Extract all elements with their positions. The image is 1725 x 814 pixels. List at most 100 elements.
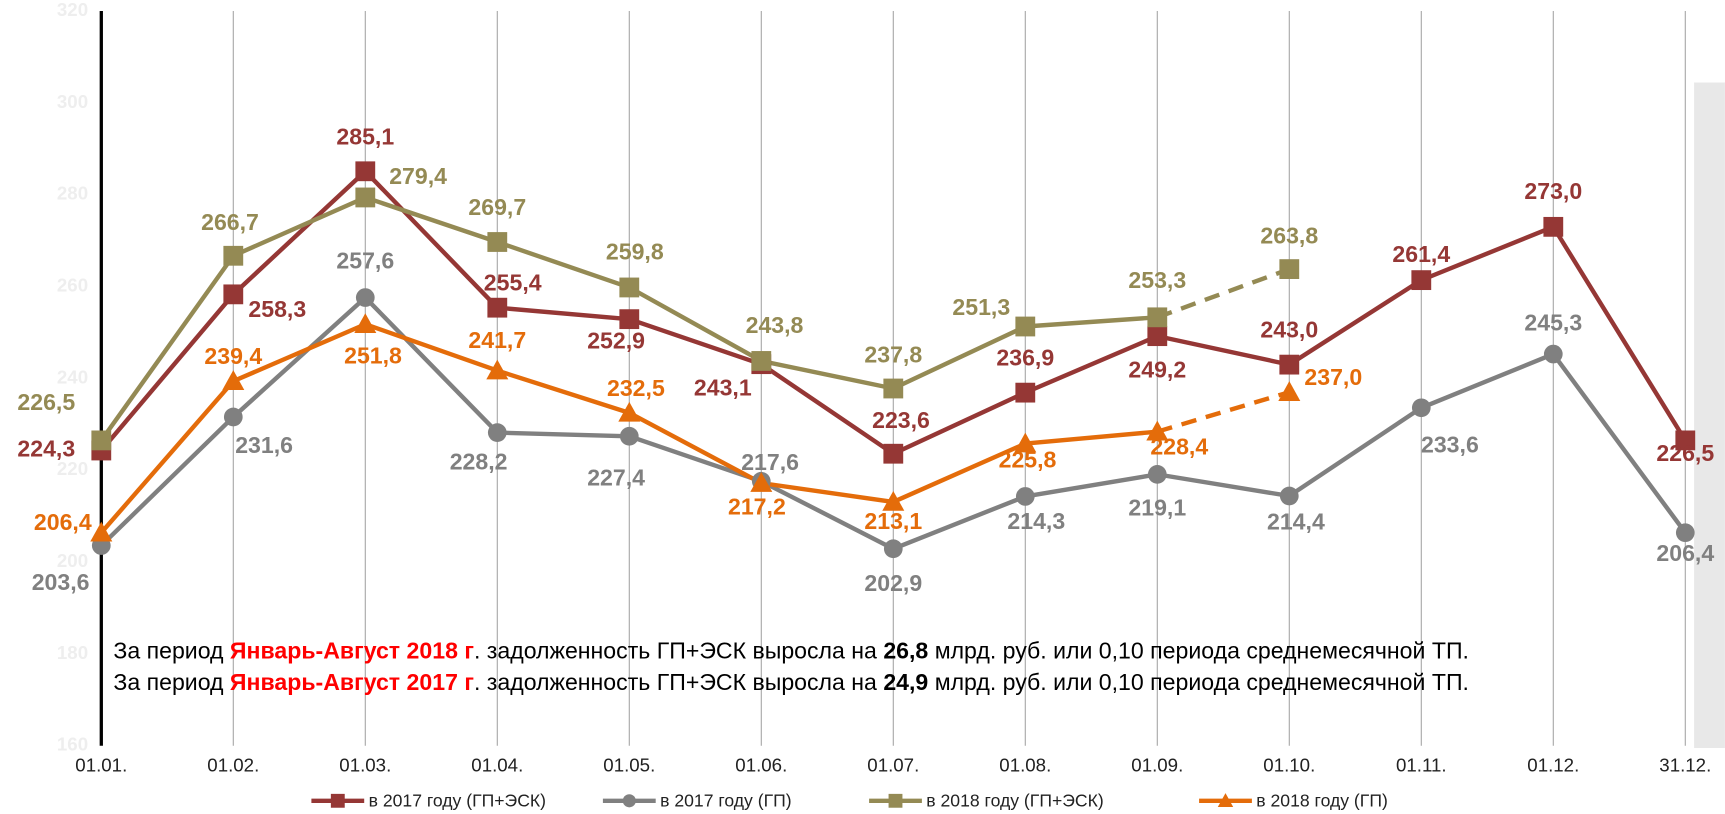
annotation-part: млрд. руб. или 0,10 периода среднемесячн… — [928, 669, 1469, 695]
marker — [487, 423, 507, 442]
value-label: 225,8 — [999, 446, 1057, 472]
value-label: 217,6 — [741, 449, 799, 475]
value-label: 251,3 — [952, 294, 1010, 320]
value-label: 241,7 — [468, 327, 526, 353]
y-tick-label: 160 — [57, 734, 88, 755]
marker — [1147, 307, 1168, 328]
x-tick-label: 01.07. — [867, 755, 919, 776]
marker — [1279, 259, 1300, 279]
marker — [1278, 381, 1301, 401]
marker — [1675, 430, 1696, 451]
x-tick-label: 31.12. — [1659, 755, 1711, 776]
value-label: 279,4 — [389, 163, 447, 189]
marker — [1675, 523, 1695, 543]
marker — [618, 401, 641, 422]
value-label: 269,7 — [468, 194, 526, 220]
grid: 160 180 200 220 240 260 280 300 320 01.01. 01.02. 0… — [57, 0, 1711, 776]
value-label: 236,9 — [996, 345, 1054, 371]
value-label: 227,4 — [587, 464, 645, 490]
y-tick-label: 220 — [57, 458, 88, 479]
value-label: 273,0 — [1524, 178, 1582, 204]
x-tick-label: 01.12. — [1527, 755, 1579, 776]
marker — [355, 187, 376, 208]
x-tick-label: 01.04. — [471, 755, 523, 776]
x-tick-label: 01.05. — [603, 755, 655, 776]
value-label: 255,4 — [484, 270, 542, 296]
value-label: 253,3 — [1128, 267, 1186, 293]
annotation-part: Январь-Август 2017 г — [230, 669, 474, 695]
marker — [1147, 465, 1167, 484]
marker — [1279, 354, 1300, 375]
marker — [487, 297, 508, 318]
marker — [751, 351, 772, 371]
legend-label: в 2017 году (ГП) — [660, 791, 792, 811]
legend-label: в 2018 году (ГП+ЭСК) — [926, 791, 1103, 811]
y-tick-label: 200 — [57, 550, 88, 571]
x-tick-label: 01.09. — [1131, 755, 1183, 776]
marker — [883, 443, 904, 464]
marker — [90, 521, 113, 542]
value-label: 245,3 — [1524, 309, 1582, 335]
marker — [883, 539, 903, 559]
marker — [223, 284, 244, 305]
x-tick-label: 01.11. — [1396, 755, 1447, 776]
marker — [355, 288, 375, 307]
marker — [619, 277, 640, 298]
marker — [883, 378, 904, 399]
marker — [91, 430, 112, 451]
marker — [354, 313, 377, 334]
y-tick-label: 280 — [57, 183, 88, 204]
value-label: 206,4 — [1656, 540, 1714, 566]
marker — [888, 793, 903, 808]
y-tick-label: 260 — [57, 274, 88, 295]
marker — [1217, 793, 1234, 807]
marker — [223, 245, 244, 266]
marker — [487, 232, 508, 252]
marker — [619, 309, 640, 330]
value-label: 243,1 — [694, 375, 752, 401]
marker — [222, 370, 245, 390]
value-label: 237,0 — [1304, 364, 1362, 390]
value-label: 213,1 — [864, 508, 922, 534]
y-tick-label: 320 — [57, 0, 88, 20]
annotation-part: 24,9 — [883, 669, 928, 695]
x-tick-label: 01.01. — [75, 755, 127, 776]
marker — [1015, 316, 1036, 337]
legend-label: в 2018 году (ГП) — [1256, 791, 1388, 811]
value-label: 214,3 — [1007, 508, 1065, 534]
value-label: 203,6 — [32, 569, 90, 595]
marker — [223, 407, 243, 427]
marker — [622, 794, 636, 808]
value-label: 217,2 — [728, 494, 786, 520]
marker — [1411, 398, 1431, 418]
value-label: 266,7 — [201, 209, 259, 235]
series-line-dashed — [1156, 390, 1290, 434]
value-label: 231,6 — [235, 432, 293, 458]
marker — [882, 490, 905, 511]
value-label: 243,8 — [746, 312, 804, 338]
annotation-part: млрд. руб. или 0,10 периода среднемесячн… — [928, 637, 1469, 663]
value-label: 261,4 — [1392, 241, 1450, 267]
legend: в 2017 году (ГП+ЭСК) в 2017 году (ГП) в 20… — [311, 791, 1388, 811]
annotation-part: Январь-Август 2018 г — [230, 637, 474, 663]
marker — [619, 426, 639, 446]
marker — [1543, 344, 1563, 364]
value-label: 223,6 — [872, 407, 930, 433]
value-label: 224,3 — [17, 436, 75, 462]
value-label: 239,4 — [204, 343, 262, 369]
value-label: 214,4 — [1267, 509, 1325, 535]
marker — [486, 359, 509, 380]
value-label: 285,1 — [336, 123, 394, 149]
x-tick-label: 01.10. — [1263, 755, 1315, 776]
annotation: За период Январь-Август 2017 г. задолжен… — [113, 669, 1469, 695]
marker — [1411, 270, 1432, 291]
x-tick-label: 01.06. — [735, 755, 787, 776]
side-panel — [1694, 82, 1725, 748]
value-label: 257,6 — [336, 247, 394, 273]
value-label: 232,5 — [607, 375, 665, 401]
x-tick-label: 01.02. — [207, 755, 259, 776]
value-label: 226,5 — [17, 389, 75, 415]
value-label: 237,8 — [864, 342, 922, 368]
value-label: 226,5 — [1656, 440, 1714, 466]
